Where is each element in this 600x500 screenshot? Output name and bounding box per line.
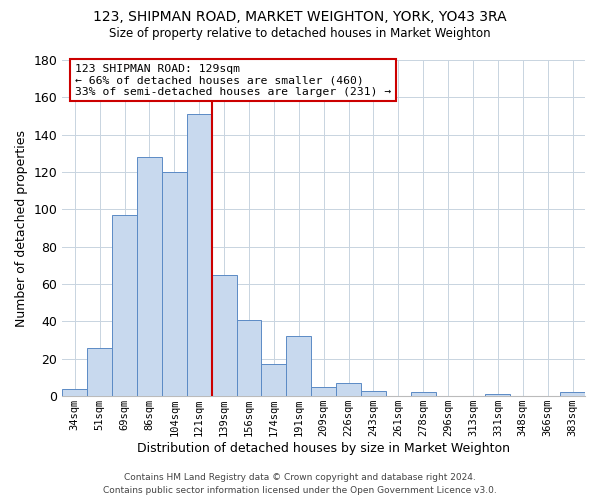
Bar bbox=[162, 172, 187, 396]
Text: Contains HM Land Registry data © Crown copyright and database right 2024.
Contai: Contains HM Land Registry data © Crown c… bbox=[103, 474, 497, 495]
Bar bbox=[187, 114, 212, 396]
Bar bbox=[112, 215, 137, 396]
X-axis label: Distribution of detached houses by size in Market Weighton: Distribution of detached houses by size … bbox=[137, 442, 510, 455]
Text: Size of property relative to detached houses in Market Weighton: Size of property relative to detached ho… bbox=[109, 28, 491, 40]
Bar bbox=[411, 392, 436, 396]
Bar bbox=[560, 392, 585, 396]
Text: 123, SHIPMAN ROAD, MARKET WEIGHTON, YORK, YO43 3RA: 123, SHIPMAN ROAD, MARKET WEIGHTON, YORK… bbox=[93, 10, 507, 24]
Bar bbox=[236, 320, 262, 396]
Bar bbox=[87, 348, 112, 396]
Bar bbox=[311, 387, 336, 396]
Bar bbox=[336, 383, 361, 396]
Bar bbox=[262, 364, 286, 396]
Bar bbox=[286, 336, 311, 396]
Bar bbox=[361, 390, 386, 396]
Bar bbox=[485, 394, 511, 396]
Bar bbox=[62, 388, 87, 396]
Text: 123 SHIPMAN ROAD: 129sqm
← 66% of detached houses are smaller (460)
33% of semi-: 123 SHIPMAN ROAD: 129sqm ← 66% of detach… bbox=[75, 64, 391, 97]
Bar bbox=[137, 157, 162, 396]
Bar bbox=[212, 275, 236, 396]
Y-axis label: Number of detached properties: Number of detached properties bbox=[15, 130, 28, 326]
